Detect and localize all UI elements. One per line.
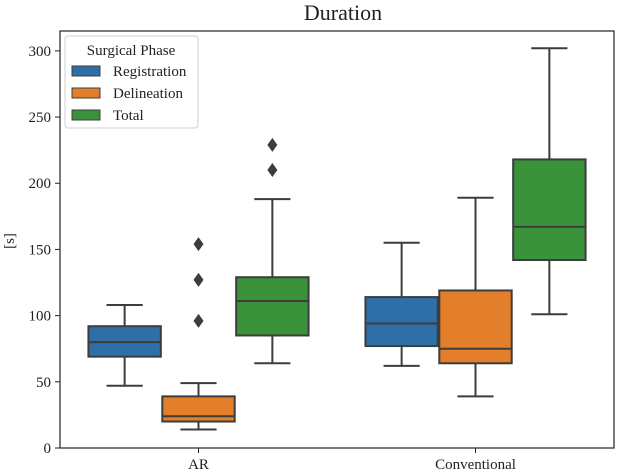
- legend-items: Registration Delineation Total: [71, 64, 187, 124]
- box-iqr: [364, 296, 439, 348]
- legend-swatch-registration: [71, 65, 101, 77]
- y-tick-label: 100: [29, 309, 52, 325]
- box-total-conventional: [512, 47, 587, 316]
- outlier-marker: [193, 272, 204, 287]
- legend-label-registration: Registration: [113, 64, 187, 80]
- box-iqr: [161, 395, 236, 423]
- y-axis-label: [s]: [2, 233, 18, 249]
- box-iqr: [512, 158, 587, 262]
- outlier-marker: [267, 163, 278, 177]
- y-axis-ticks: 0 50 100 150 200 250 300: [29, 44, 60, 457]
- x-tick-label: AR: [188, 457, 209, 473]
- y-tick-label: 250: [29, 110, 52, 126]
- y-tick-label: 200: [29, 176, 52, 192]
- legend-swatch-delineation: [71, 87, 101, 99]
- outlier-marker: [267, 137, 278, 152]
- y-tick-label: 0: [44, 441, 52, 457]
- box-total-ar: [235, 137, 310, 365]
- chart-title: Duration: [304, 0, 382, 25]
- x-tick-label: Conventional: [435, 457, 516, 473]
- x-axis-ticks: AR Conventional: [188, 448, 516, 473]
- legend-label-total: Total: [113, 108, 144, 124]
- outlier-marker: [193, 237, 204, 252]
- box-registration-conventional: [364, 241, 439, 367]
- legend-swatch-total: [71, 109, 101, 121]
- box-delineation-ar: [161, 237, 236, 431]
- box-registration-ar: [87, 304, 162, 387]
- legend-frame: [64, 35, 199, 129]
- y-tick-label: 300: [29, 44, 52, 60]
- y-tick-label: 50: [36, 375, 51, 391]
- legend-label-delineation: Delineation: [113, 86, 183, 102]
- box-iqr: [438, 289, 513, 365]
- legend: Surgical Phase Registration Delineation To…: [64, 35, 199, 129]
- box-iqr: [235, 276, 310, 337]
- plot-frame: [59, 30, 615, 449]
- y-tick-label: 150: [29, 242, 52, 258]
- box-delineation-conventional: [438, 196, 513, 398]
- legend-title: Surgical Phase: [87, 43, 176, 59]
- outlier-marker: [193, 313, 204, 328]
- box-groups: [87, 47, 587, 431]
